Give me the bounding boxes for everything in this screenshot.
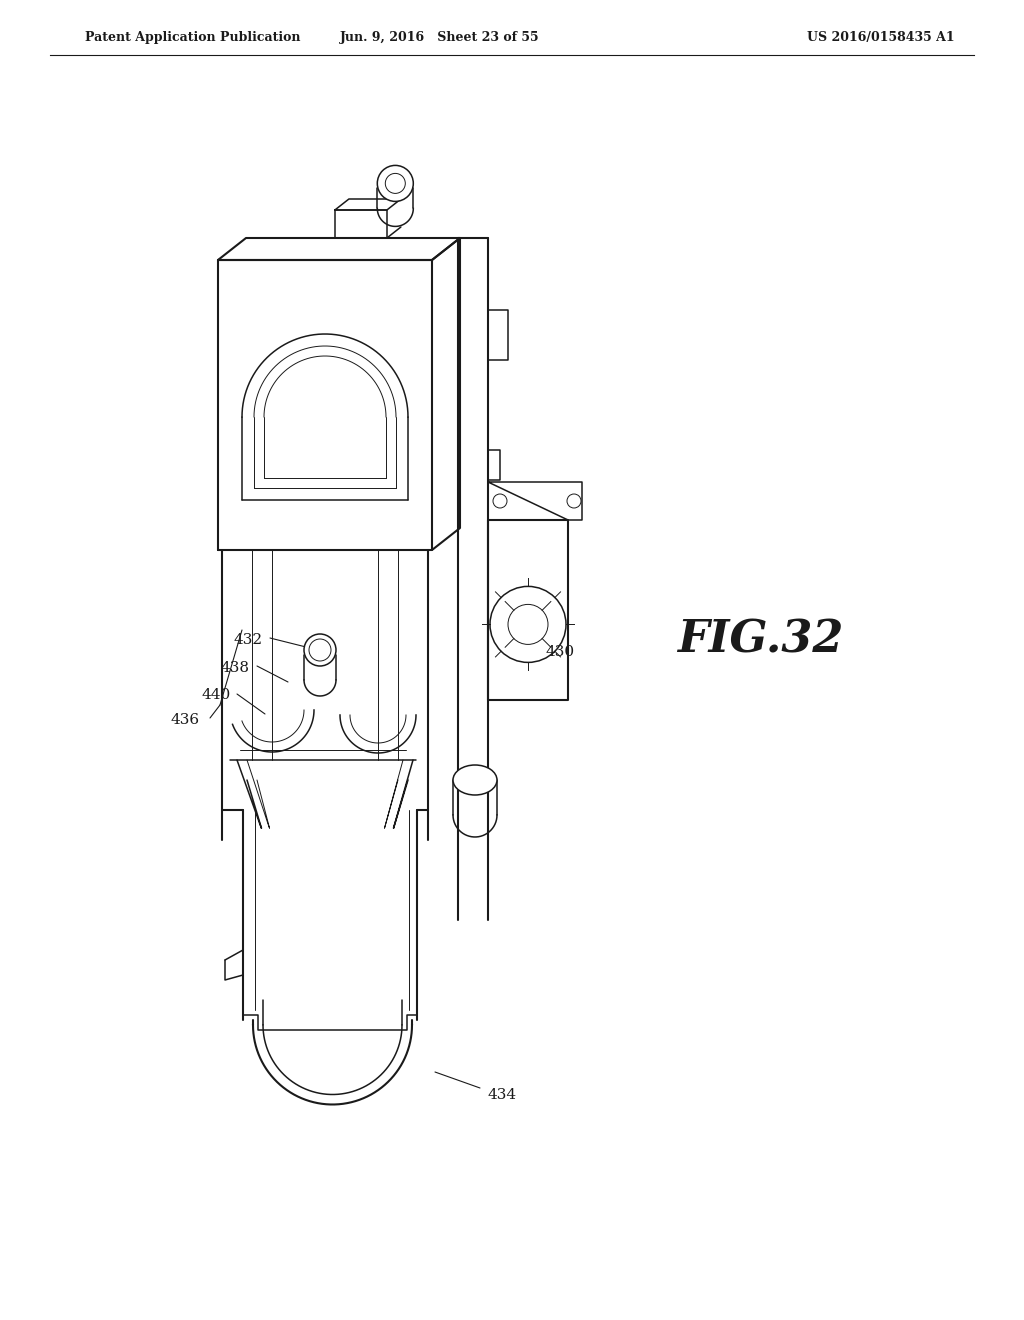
Text: 434: 434: [487, 1088, 516, 1102]
Text: US 2016/0158435 A1: US 2016/0158435 A1: [807, 30, 955, 44]
Text: 440: 440: [202, 688, 230, 702]
Circle shape: [377, 165, 414, 202]
Text: Patent Application Publication: Patent Application Publication: [85, 30, 300, 44]
Text: Jun. 9, 2016   Sheet 23 of 55: Jun. 9, 2016 Sheet 23 of 55: [340, 30, 540, 44]
Circle shape: [304, 634, 336, 667]
Circle shape: [490, 586, 566, 663]
Text: 432: 432: [233, 634, 262, 647]
Text: 430: 430: [546, 645, 574, 659]
Text: 438: 438: [220, 661, 250, 675]
Ellipse shape: [453, 766, 497, 795]
Text: FIG.32: FIG.32: [677, 619, 843, 661]
Text: 436: 436: [170, 713, 200, 727]
